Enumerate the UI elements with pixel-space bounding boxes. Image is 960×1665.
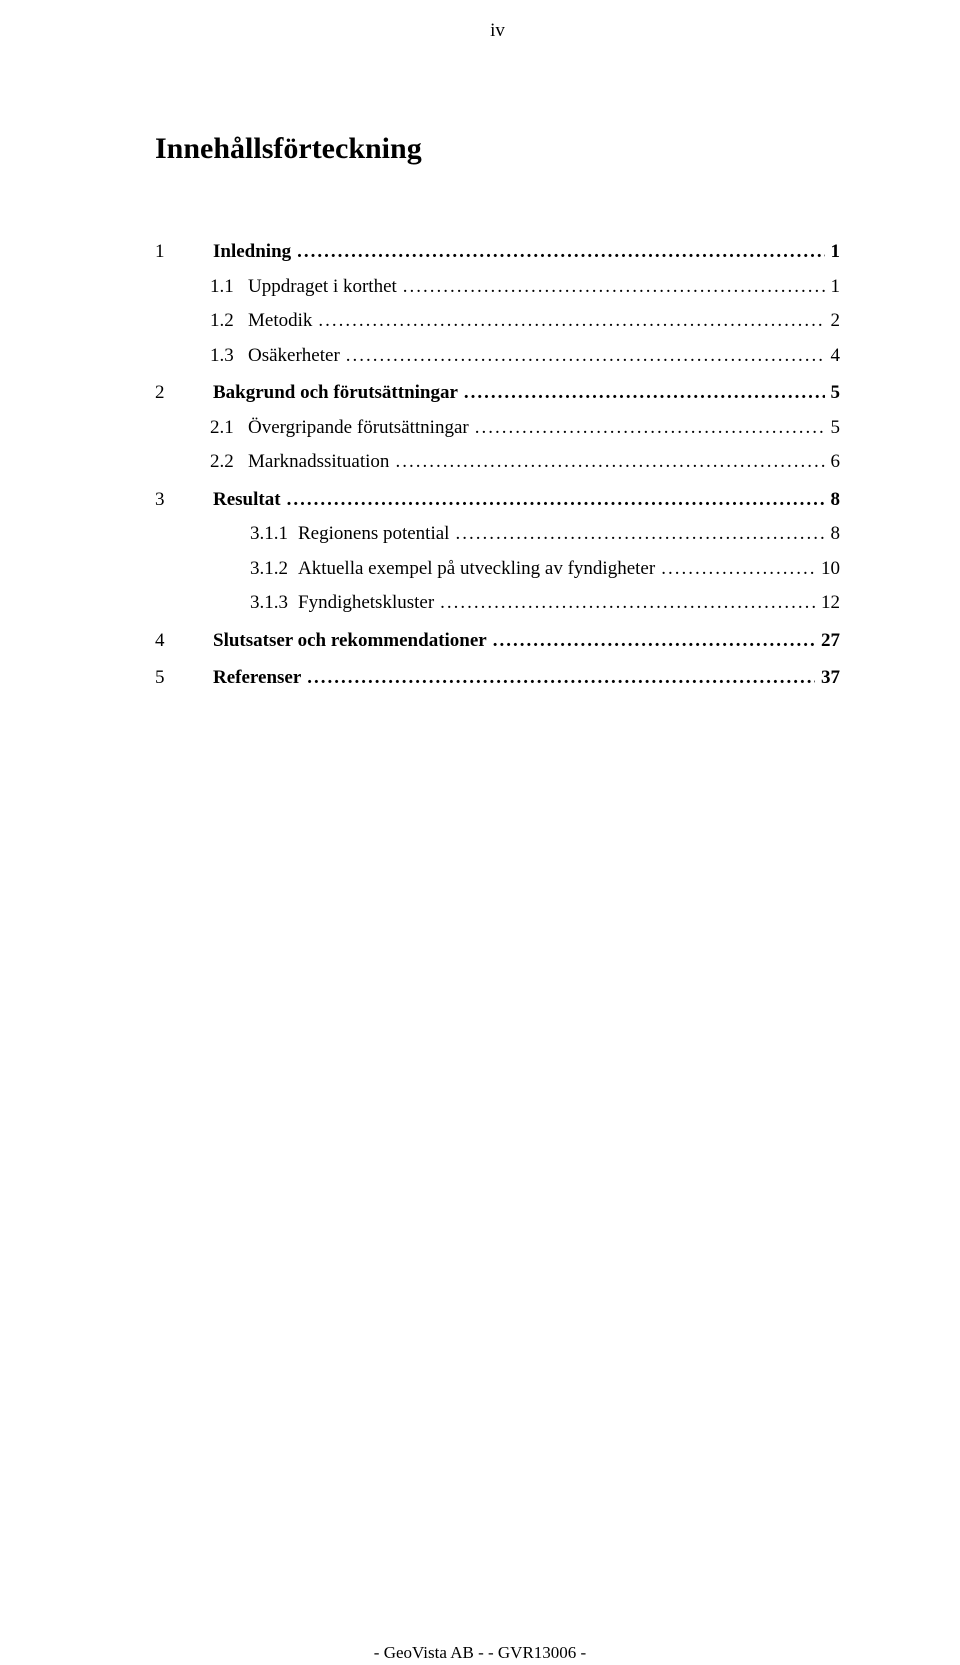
toc-entry-number: 3.1.3	[250, 589, 298, 618]
toc-leader-dots	[307, 664, 815, 693]
toc-entry-page: 1	[831, 273, 841, 302]
toc-entry: 2.2Marknadssituation 6	[155, 448, 840, 477]
toc-leader-dots	[455, 520, 824, 549]
toc-entry: 2.1Övergripande förutsättningar 5	[155, 414, 840, 443]
toc-entry-label: Fyndighetskluster	[298, 589, 434, 618]
toc-entry-number: 2	[155, 379, 213, 408]
toc-title: Innehållsförteckning	[155, 132, 840, 166]
toc-entry-label: Övergripande förutsättningar	[248, 414, 469, 443]
toc-leader-dots	[440, 589, 815, 618]
toc-entry-number: 5	[155, 664, 213, 693]
toc-entry-number: 4	[155, 627, 213, 656]
page-number: iv	[155, 20, 840, 42]
toc-entry-label: Uppdraget i korthet	[248, 273, 397, 302]
toc-entry: 3.1.2Aktuella exempel på utveckling av f…	[155, 555, 840, 584]
toc-entry-page: 8	[831, 520, 841, 549]
toc-entry-label: Aktuella exempel på utveckling av fyndig…	[298, 555, 655, 584]
toc-entry-page: 12	[821, 589, 840, 618]
toc-entry-label: Inledning	[213, 238, 291, 267]
toc-entry-label: Marknadssituation	[248, 448, 389, 477]
toc-entry-label: Osäkerheter	[248, 342, 340, 371]
toc-entry-number: 1.1	[210, 273, 248, 302]
toc-entry-number: 3.1.1	[250, 520, 298, 549]
toc-entry-page: 2	[831, 307, 841, 336]
toc-entry: 3Resultat 8	[155, 486, 840, 515]
footer-text: - GeoVista AB - - GVR13006 -	[0, 1643, 960, 1665]
toc-entry: 4Slutsatser och rekommendationer 27	[155, 627, 840, 656]
toc-entry: 1Inledning1	[155, 238, 840, 267]
toc-entry-label: Slutsatser och rekommendationer	[213, 627, 487, 656]
toc-entry: 1.3Osäkerheter 4	[155, 342, 840, 371]
toc-entry-page: 1	[831, 238, 841, 267]
toc-entry-number: 1	[155, 238, 213, 267]
toc-entry: 3.1.3Fyndighetskluster 12	[155, 589, 840, 618]
toc-entry: 1.1Uppdraget i korthet 1	[155, 273, 840, 302]
toc-entry: 3.1.1Regionens potential 8	[155, 520, 840, 549]
toc-leader-dots	[297, 238, 824, 267]
toc-entry-label: Resultat	[213, 486, 281, 515]
toc-leader-dots	[346, 342, 825, 371]
toc-leader-dots	[395, 448, 824, 477]
toc-entry-page: 10	[821, 555, 840, 584]
toc-leader-dots	[318, 307, 824, 336]
toc-entry-page: 37	[821, 664, 840, 693]
toc-entry-page: 6	[831, 448, 841, 477]
toc-entry-label: Referenser	[213, 664, 301, 693]
toc-entry-label: Metodik	[248, 307, 312, 336]
toc-entry-number: 2.1	[210, 414, 248, 443]
toc-entry-number: 1.2	[210, 307, 248, 336]
toc-leader-dots	[661, 555, 815, 584]
toc-entry: 2Bakgrund och förutsättningar 5	[155, 379, 840, 408]
toc-entry-number: 3	[155, 486, 213, 515]
toc-leader-dots	[403, 273, 825, 302]
toc-entry: 5Referenser 37	[155, 664, 840, 693]
toc-entry-number: 2.2	[210, 448, 248, 477]
toc-leader-dots	[464, 379, 825, 408]
toc-leader-dots	[287, 486, 825, 515]
toc-entry-page: 8	[831, 486, 841, 515]
toc-leader-dots	[475, 414, 825, 443]
toc-entry-number: 3.1.2	[250, 555, 298, 584]
toc-entry-page: 5	[831, 414, 841, 443]
toc-entry-page: 27	[821, 627, 840, 656]
table-of-contents: 1Inledning11.1Uppdraget i korthet11.2Met…	[155, 238, 840, 693]
toc-entry-label: Bakgrund och förutsättningar	[213, 379, 458, 408]
toc-entry-number: 1.3	[210, 342, 248, 371]
toc-leader-dots	[493, 627, 815, 656]
toc-entry: 1.2Metodik 2	[155, 307, 840, 336]
toc-entry-label: Regionens potential	[298, 520, 449, 549]
toc-entry-page: 4	[831, 342, 841, 371]
document-page: iv Innehållsförteckning 1Inledning11.1Up…	[0, 0, 960, 1665]
toc-entry-page: 5	[831, 379, 841, 408]
